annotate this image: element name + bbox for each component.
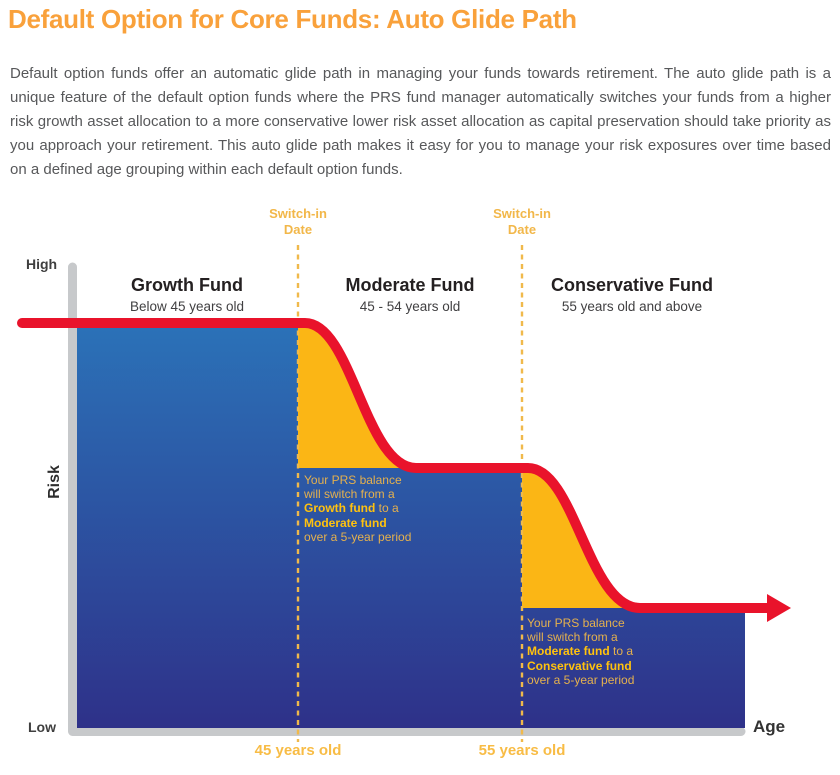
switch-annotation-1: Your PRS balance will switch from a Grow… xyxy=(304,473,412,544)
fund-name: Growth Fund xyxy=(131,275,243,295)
conservative-fund-area xyxy=(522,608,745,728)
risk-axis-label: Risk xyxy=(46,465,63,499)
risk-glide-curve xyxy=(17,318,775,613)
fund-name: Conservative Fund xyxy=(550,275,714,295)
switch-in-date-label-2: Switch-in Date xyxy=(493,206,551,237)
switch-in-date-label-1: Switch-in Date xyxy=(269,206,327,237)
glide-path-diagram xyxy=(17,245,791,742)
risk-curve-arrowhead-icon xyxy=(767,594,791,622)
age-tick-55: 55 years old xyxy=(478,742,566,759)
conservative-fund-heading: Conservative Fund 55 years old and above xyxy=(532,274,732,314)
intro-paragraph: Default option funds offer an automatic … xyxy=(10,65,831,178)
fund-age-range: 45 - 54 years old xyxy=(359,299,461,314)
transition-wedge-2 xyxy=(522,468,644,608)
fund-age-range: Below 45 years old xyxy=(129,299,245,314)
growth-fund-heading: Growth Fund Below 45 years old xyxy=(87,274,287,314)
risk-low-label: Low xyxy=(28,719,56,735)
moderate-fund-heading: Moderate Fund 45 - 54 years old xyxy=(310,274,510,314)
age-axis-label: Age xyxy=(753,717,786,736)
axis-bars xyxy=(68,262,746,736)
risk-high-label: High xyxy=(26,256,58,272)
fund-age-range: 55 years old and above xyxy=(561,299,703,314)
age-tick-45: 45 years old xyxy=(254,742,342,759)
moderate-fund-area xyxy=(298,468,522,728)
transition-wedge-1 xyxy=(298,323,420,468)
switch-annotation-2: Your PRS balance will switch from a Mode… xyxy=(527,616,635,687)
page-title: Default Option for Core Funds: Auto Glid… xyxy=(8,4,577,34)
growth-fund-area xyxy=(77,323,298,728)
fund-name: Moderate Fund xyxy=(345,275,475,295)
